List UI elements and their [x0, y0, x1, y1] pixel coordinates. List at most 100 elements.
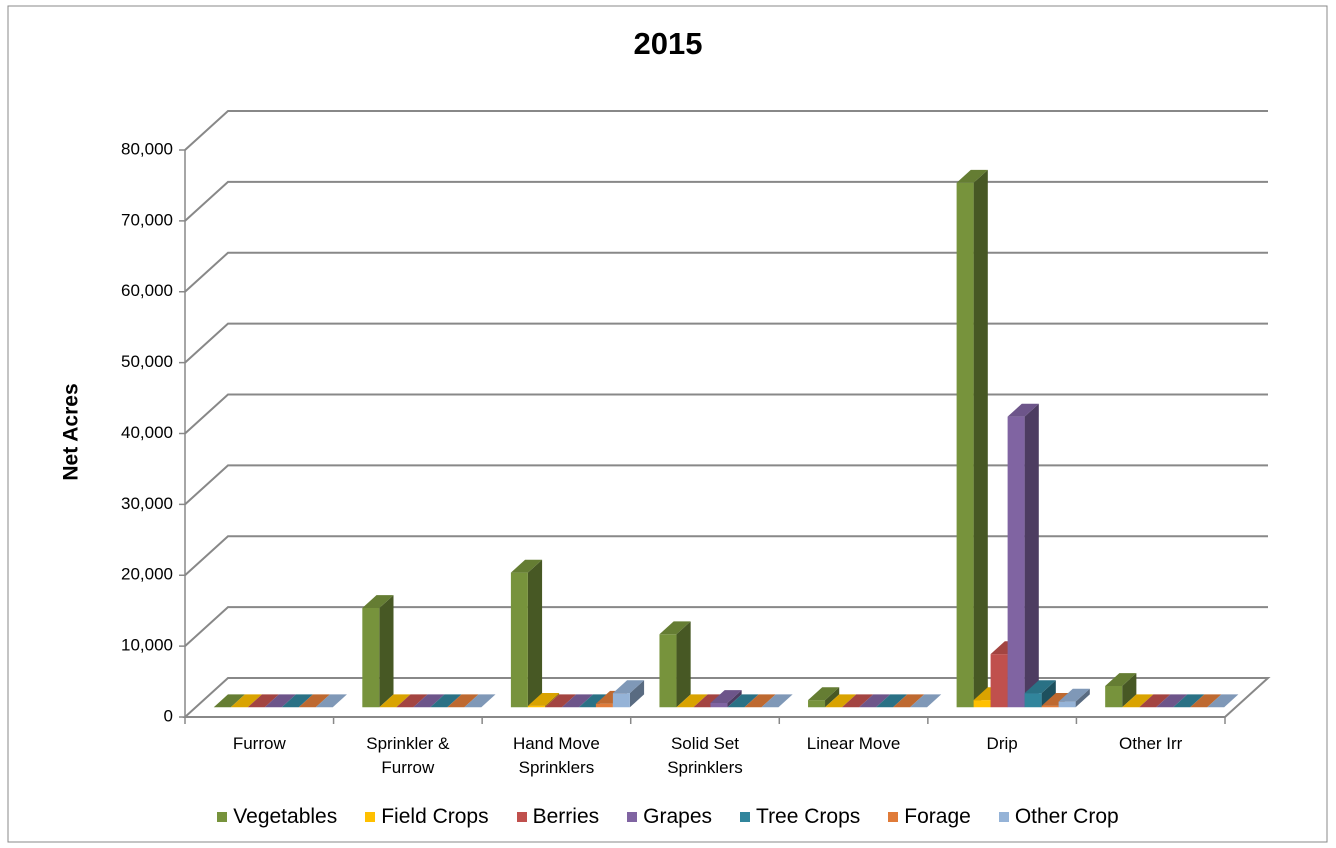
- bar-front: [527, 705, 545, 708]
- bar-top: [561, 694, 594, 708]
- bar-top: [464, 694, 496, 708]
- bar: [281, 694, 313, 708]
- bar: [956, 169, 988, 708]
- y-tick-label: 10,000: [121, 636, 173, 655]
- bar-top: [527, 692, 560, 706]
- y-tick-label: 70,000: [121, 210, 173, 229]
- grid-line: [184, 393, 1268, 435]
- bar-side: [379, 595, 394, 708]
- bar: [1139, 694, 1171, 708]
- bar: [612, 680, 645, 708]
- bar-front: [595, 703, 613, 708]
- bar-side: [629, 680, 645, 708]
- bar-front: [1058, 701, 1076, 708]
- bar: [213, 694, 245, 708]
- bar-top: [247, 694, 279, 708]
- bar-top: [1156, 694, 1188, 708]
- bar: [1207, 694, 1239, 708]
- bar: [1007, 403, 1039, 708]
- bar: [578, 694, 611, 708]
- bar-front: [710, 702, 728, 708]
- bar-top: [264, 694, 296, 708]
- grid-line: [184, 606, 1268, 647]
- bar: [1024, 680, 1056, 708]
- legend-item: Grapes: [627, 805, 712, 829]
- legend-swatch: [888, 812, 899, 822]
- bar-top: [876, 694, 908, 708]
- bar-front: [1041, 705, 1059, 708]
- bar: [430, 694, 462, 708]
- bar-top: [379, 694, 411, 708]
- bar: [298, 694, 330, 708]
- x-tick-label: Sprinkler & Furrow: [366, 734, 450, 777]
- bar: [527, 692, 560, 708]
- bar-front: [1105, 685, 1123, 708]
- bar-top: [510, 559, 543, 573]
- bar: [910, 694, 942, 708]
- bar-top: [315, 694, 347, 708]
- bar: [1058, 688, 1090, 708]
- bar-top: [544, 694, 577, 708]
- y-tick-label: 60,000: [121, 281, 173, 300]
- bar-side: [1075, 688, 1090, 708]
- legend-label: Field Crops: [381, 805, 489, 828]
- legend-item: Field Crops: [365, 805, 489, 829]
- x-tick-label: Furrow: [232, 734, 286, 753]
- bar: [1156, 694, 1188, 708]
- bar-front: [990, 654, 1008, 708]
- bar-top: [578, 694, 611, 708]
- bar-top: [659, 621, 691, 635]
- bar-top: [1024, 680, 1056, 694]
- bar: [761, 694, 793, 708]
- bar: [876, 694, 908, 708]
- bar-top: [1207, 694, 1239, 708]
- bar: [447, 694, 479, 708]
- bar: [727, 694, 759, 708]
- bar-top: [710, 690, 742, 703]
- floor: [182, 677, 1271, 718]
- legend-swatch: [627, 812, 638, 822]
- bar: [396, 694, 428, 708]
- bar-top: [413, 694, 445, 708]
- legend-item: Tree Crops: [740, 805, 860, 829]
- bar-side: [1024, 403, 1039, 708]
- bar-top: [213, 694, 245, 708]
- bar-top: [1173, 694, 1205, 708]
- bar-side: [527, 559, 543, 708]
- bar-top: [447, 694, 479, 708]
- grid-line: [184, 110, 1268, 151]
- bar-top: [727, 694, 759, 708]
- x-tick-label: Hand Move Sprinklers: [512, 734, 600, 777]
- x-tick-label: Drip: [986, 734, 1018, 753]
- x-tick-label: Linear Move: [806, 734, 901, 753]
- grid-line: [184, 180, 1268, 222]
- bar-top: [744, 694, 776, 708]
- bar-top: [808, 687, 840, 701]
- legend-item: Forage: [888, 805, 971, 829]
- bar-side: [544, 692, 560, 708]
- bar-top: [956, 169, 988, 183]
- bar: [544, 694, 577, 708]
- bar-front: [510, 572, 528, 708]
- y-tick-label: 40,000: [121, 423, 173, 442]
- bar-side: [727, 690, 742, 708]
- bar: [413, 694, 445, 708]
- bar: [464, 694, 496, 708]
- bar-top: [230, 694, 262, 708]
- bar: [230, 694, 262, 708]
- bar-top: [430, 694, 462, 708]
- grid-line: [184, 322, 1268, 364]
- bar-top: [1122, 694, 1154, 708]
- bar-side: [676, 621, 691, 708]
- bar: [859, 694, 891, 708]
- bar: [315, 694, 347, 708]
- bar-top: [761, 694, 793, 708]
- bar: [1173, 694, 1205, 708]
- legend: Vegetables Field Crops Berries Grapes Tree C…: [0, 805, 1336, 829]
- bar: [744, 694, 776, 708]
- bar-front: [659, 634, 677, 708]
- bar: [1105, 673, 1137, 708]
- bar-side: [973, 169, 988, 708]
- bar-side: [825, 687, 840, 708]
